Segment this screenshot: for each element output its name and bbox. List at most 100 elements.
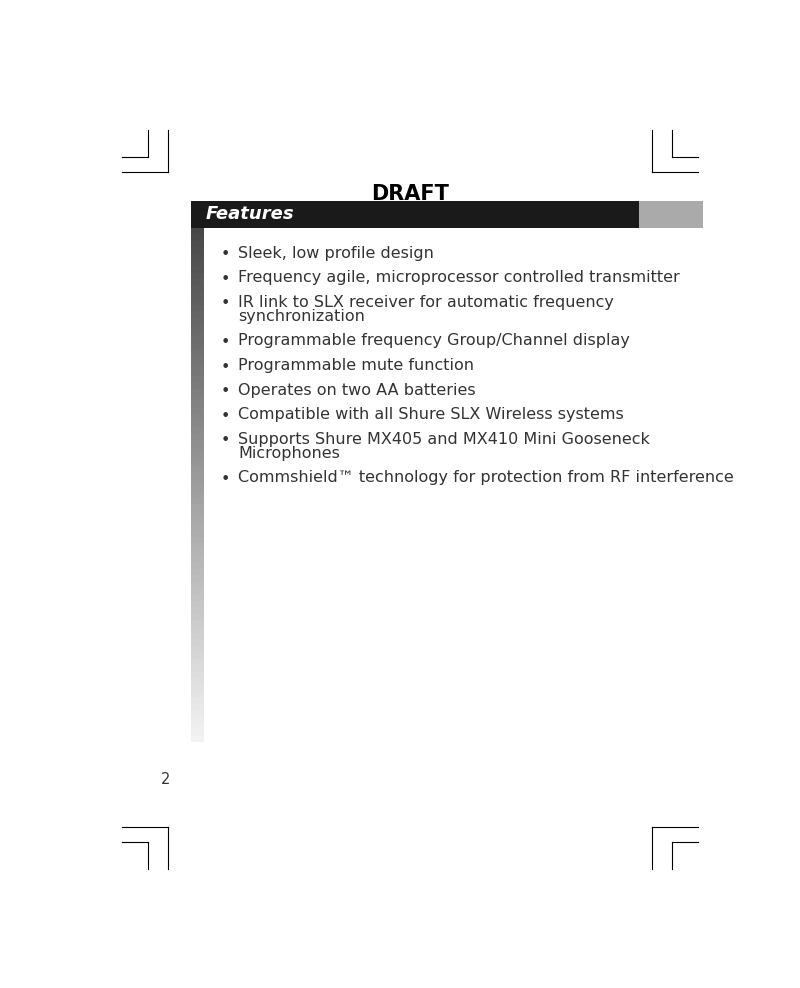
Bar — [191, 357, 204, 363]
Bar — [191, 716, 204, 723]
Bar — [191, 639, 204, 646]
Bar — [191, 531, 204, 536]
Text: Compatible with all Shure SLX Wireless systems: Compatible with all Shure SLX Wireless s… — [238, 407, 624, 422]
Bar — [191, 414, 204, 421]
Text: •: • — [221, 360, 230, 374]
Bar — [191, 659, 204, 665]
Text: IR link to SLX receiver for automatic frequency: IR link to SLX receiver for automatic fr… — [238, 294, 614, 310]
Text: Supports Shure MX405 and MX410 Mini Gooseneck: Supports Shure MX405 and MX410 Mini Goos… — [238, 432, 650, 447]
Text: DRAFT: DRAFT — [371, 184, 449, 204]
Text: 2: 2 — [161, 772, 170, 786]
Bar — [191, 672, 204, 678]
Text: •: • — [221, 409, 230, 424]
Bar — [191, 543, 204, 549]
Text: •: • — [221, 247, 230, 262]
Bar — [191, 691, 204, 698]
Bar — [191, 633, 204, 639]
Text: •: • — [221, 384, 230, 399]
Bar — [191, 729, 204, 736]
Bar — [191, 588, 204, 595]
Text: Frequency agile, microprocessor controlled transmitter: Frequency agile, microprocessor controll… — [238, 271, 680, 286]
Bar — [191, 524, 204, 531]
Bar — [191, 685, 204, 691]
Bar — [191, 401, 204, 408]
Text: •: • — [221, 335, 230, 350]
Bar — [191, 652, 204, 659]
Bar — [191, 665, 204, 672]
Bar — [191, 280, 204, 286]
Bar — [191, 234, 204, 241]
Bar — [191, 459, 204, 465]
Bar — [191, 286, 204, 292]
Text: •: • — [221, 472, 230, 487]
Bar — [191, 698, 204, 703]
Bar — [191, 324, 204, 331]
Bar — [191, 305, 204, 311]
Text: Operates on two AA batteries: Operates on two AA batteries — [238, 382, 475, 398]
Bar — [191, 254, 204, 260]
Bar — [191, 298, 204, 305]
Bar — [191, 601, 204, 608]
Bar — [191, 703, 204, 710]
Bar — [191, 292, 204, 298]
Text: •: • — [221, 434, 230, 449]
Bar — [191, 498, 204, 504]
Text: Programmable mute function: Programmable mute function — [238, 358, 474, 373]
Bar — [191, 350, 204, 357]
Bar — [191, 241, 204, 247]
Bar — [191, 595, 204, 601]
Bar — [191, 267, 204, 273]
Bar — [191, 472, 204, 478]
Bar — [191, 318, 204, 324]
Bar — [191, 562, 204, 569]
Bar — [191, 331, 204, 337]
Bar — [191, 375, 204, 382]
Bar — [191, 370, 204, 375]
Text: Features: Features — [206, 206, 294, 223]
Bar — [191, 440, 204, 447]
Bar — [639, 201, 703, 228]
Bar — [191, 427, 204, 434]
Bar — [191, 518, 204, 524]
Text: Sleek, low profile design: Sleek, low profile design — [238, 246, 434, 261]
Bar — [191, 395, 204, 401]
Bar — [191, 434, 204, 440]
Bar — [191, 478, 204, 485]
Text: •: • — [221, 272, 230, 287]
Bar — [191, 536, 204, 543]
Bar — [191, 504, 204, 511]
Bar — [191, 453, 204, 459]
Bar — [191, 273, 204, 280]
Bar — [191, 620, 204, 626]
Bar — [191, 228, 204, 234]
Bar — [191, 311, 204, 318]
Bar — [191, 201, 639, 228]
Bar — [191, 408, 204, 414]
Bar — [191, 723, 204, 729]
Bar — [191, 710, 204, 716]
Bar — [191, 491, 204, 498]
Text: •: • — [221, 296, 230, 311]
Bar — [191, 582, 204, 588]
Bar — [191, 626, 204, 633]
Bar — [191, 247, 204, 254]
Bar — [191, 511, 204, 518]
Bar — [191, 421, 204, 427]
Bar — [191, 447, 204, 453]
Bar — [191, 344, 204, 350]
Text: Commshield™ technology for protection from RF interference: Commshield™ technology for protection fr… — [238, 470, 734, 485]
Bar — [191, 465, 204, 472]
Bar — [191, 646, 204, 652]
Bar — [191, 569, 204, 575]
Text: synchronization: synchronization — [238, 309, 365, 324]
Bar — [191, 549, 204, 556]
Bar — [191, 388, 204, 395]
Text: Programmable frequency Group/Channel display: Programmable frequency Group/Channel dis… — [238, 333, 630, 349]
Bar — [191, 736, 204, 742]
Bar — [191, 337, 204, 344]
Bar — [191, 614, 204, 620]
Bar — [191, 363, 204, 370]
Bar — [191, 485, 204, 491]
Bar — [191, 608, 204, 614]
Bar — [191, 575, 204, 582]
